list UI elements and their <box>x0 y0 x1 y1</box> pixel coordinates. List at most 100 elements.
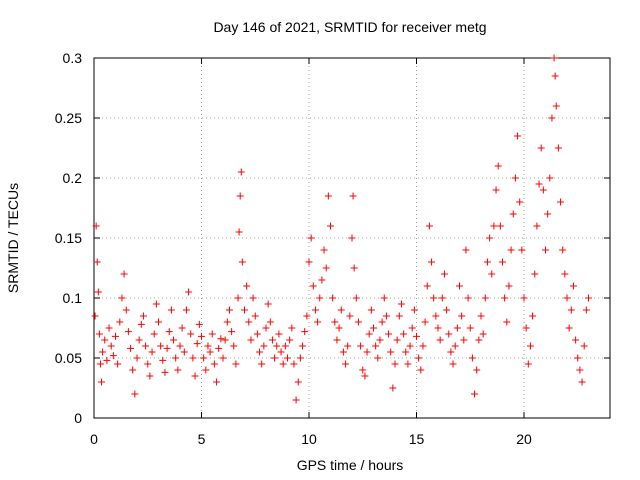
data-point <box>582 306 590 314</box>
data-point <box>234 294 242 302</box>
data-point <box>428 258 436 266</box>
data-point <box>339 348 347 356</box>
data-point <box>576 366 584 374</box>
data-point <box>331 318 339 326</box>
data-point <box>471 390 479 398</box>
data-point <box>567 306 575 314</box>
data-point <box>176 342 184 350</box>
data-point <box>105 324 113 332</box>
data-point <box>98 378 106 386</box>
data-point <box>206 348 214 356</box>
data-point <box>376 336 384 344</box>
points-layer <box>91 54 592 404</box>
data-point <box>367 306 375 314</box>
data-point <box>163 344 171 352</box>
data-point <box>372 342 380 350</box>
data-point <box>208 330 216 338</box>
x-tick-label: 0 <box>90 431 98 447</box>
data-point <box>251 312 259 320</box>
chart-title: Day 146 of 2021, SRMTID for receiver met… <box>213 19 486 35</box>
data-point <box>333 336 341 344</box>
data-point <box>511 174 519 182</box>
data-point <box>92 222 100 230</box>
data-point <box>118 294 126 302</box>
data-point <box>114 360 122 368</box>
data-point <box>314 318 322 326</box>
data-point <box>170 336 178 344</box>
x-axis-label: GPS time / hours <box>297 457 404 473</box>
data-point <box>479 330 487 338</box>
data-point <box>552 102 560 110</box>
data-point <box>230 342 238 350</box>
data-point <box>402 348 410 356</box>
data-point <box>223 318 231 326</box>
data-point <box>518 246 526 254</box>
data-point <box>354 318 362 326</box>
data-point <box>359 366 367 374</box>
data-point <box>565 324 573 332</box>
data-point <box>415 354 423 362</box>
data-point <box>167 306 175 314</box>
data-point <box>423 282 431 290</box>
data-point <box>296 354 304 362</box>
data-point <box>559 246 567 254</box>
data-point <box>453 324 461 332</box>
data-point <box>417 366 425 374</box>
data-point <box>275 330 283 338</box>
data-point <box>580 342 588 350</box>
data-point <box>101 336 109 344</box>
data-point <box>329 294 337 302</box>
data-point <box>238 258 246 266</box>
data-point <box>434 324 442 332</box>
data-point <box>258 360 266 368</box>
y-tick-label: 0.2 <box>63 170 83 186</box>
data-point <box>361 372 369 380</box>
data-point <box>271 354 279 362</box>
data-point <box>142 342 150 350</box>
data-point <box>483 258 491 266</box>
data-point <box>219 354 227 362</box>
data-point <box>344 342 352 350</box>
data-point <box>507 246 515 254</box>
data-point <box>499 258 506 266</box>
data-point <box>578 378 586 386</box>
data-point <box>307 234 315 242</box>
data-point <box>494 162 502 170</box>
data-point <box>178 324 186 332</box>
data-point <box>468 354 476 362</box>
data-point <box>155 318 162 326</box>
data-point <box>563 294 571 302</box>
data-point <box>425 222 433 230</box>
data-point <box>189 354 197 362</box>
data-point <box>413 332 420 340</box>
data-point <box>152 300 160 308</box>
data-point <box>533 222 541 230</box>
data-point <box>557 198 565 206</box>
data-point <box>387 348 395 356</box>
data-point <box>421 318 429 326</box>
data-point <box>311 306 319 314</box>
data-point <box>348 234 356 242</box>
data-point <box>492 186 500 194</box>
data-point <box>327 222 334 230</box>
data-point <box>249 294 257 302</box>
data-point <box>554 144 562 152</box>
data-point <box>524 360 532 368</box>
data-point <box>122 306 130 314</box>
data-point <box>462 246 470 254</box>
data-point <box>129 366 137 374</box>
data-point <box>185 288 193 296</box>
data-point <box>316 294 324 302</box>
data-point <box>410 306 418 314</box>
data-point <box>464 294 472 302</box>
data-point <box>200 354 208 362</box>
data-point <box>335 324 343 332</box>
data-point <box>161 368 169 376</box>
data-point <box>397 300 405 308</box>
data-point <box>215 344 223 352</box>
data-point <box>529 312 537 320</box>
data-point <box>419 342 427 350</box>
y-axis-label: SRMTID / TECUs <box>5 183 21 293</box>
data-point <box>385 330 393 338</box>
data-point <box>236 192 244 200</box>
